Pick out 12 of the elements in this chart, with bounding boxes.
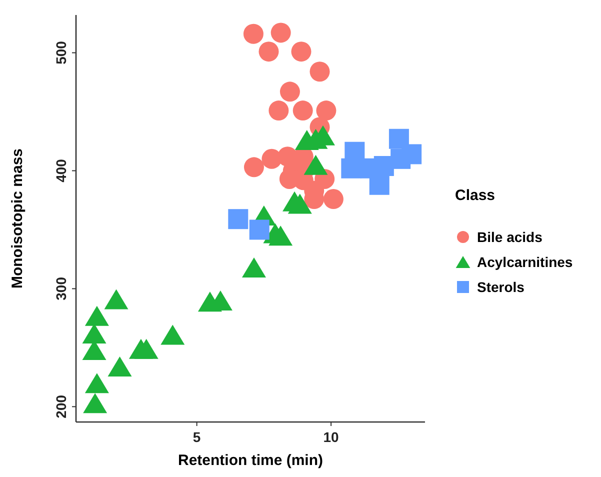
x-tick-label: 10 (323, 429, 340, 445)
y-tick-label: 200 (53, 394, 69, 418)
legend-label: Sterols (477, 279, 525, 295)
legend-label: Acylcarnitines (477, 254, 573, 270)
y-tick-label: 500 (53, 40, 69, 64)
y-tick-label: 400 (53, 158, 69, 182)
x-tick-label: 5 (192, 429, 201, 445)
x-axis-title: Retention time (min) (178, 452, 323, 469)
legend-title: Class (455, 187, 496, 204)
y-tick-label: 300 (53, 276, 69, 300)
y-axis-title: Monoisotopic mass (9, 148, 26, 289)
legend-label: Bile acids (477, 229, 543, 245)
